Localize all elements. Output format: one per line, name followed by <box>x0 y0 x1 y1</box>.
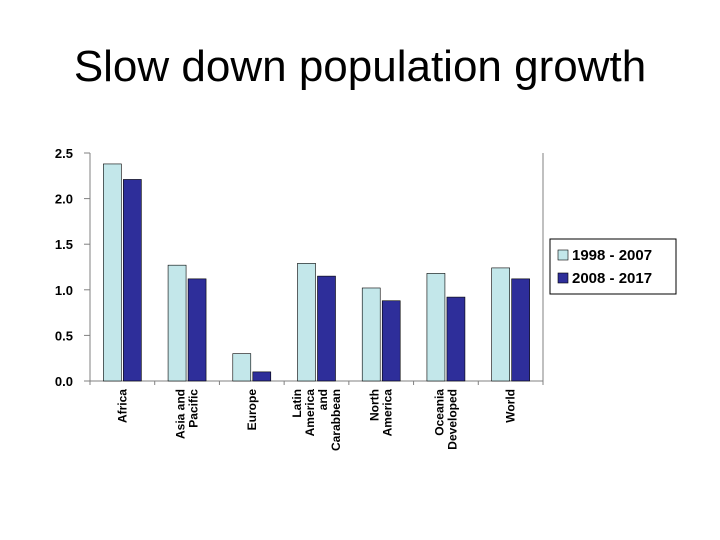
chart-bars <box>103 163 530 382</box>
legend-box <box>549 238 677 295</box>
x-category-label-line: America <box>381 389 395 437</box>
bar-series2 <box>123 179 142 382</box>
x-category-label-line: Pacific <box>187 389 201 428</box>
x-category-label-line: Carabbean <box>329 389 343 451</box>
y-tick-labels: 0.0 0.5 1.0 1.5 2.0 2.5 <box>55 146 73 389</box>
x-category-label-line: Oceania <box>432 389 446 436</box>
x-category-label: North America <box>368 389 395 437</box>
x-category-label: Africa <box>115 389 129 423</box>
bar-series1 <box>491 267 510 382</box>
bar-series1 <box>103 163 122 382</box>
x-category-label-line: World <box>504 389 518 423</box>
bar-series2 <box>317 275 336 382</box>
bar-series2 <box>381 300 401 382</box>
y-tick-label: 0.0 <box>55 374 73 389</box>
x-category-label-line: Europe <box>245 389 259 431</box>
bar-series1 <box>232 353 252 382</box>
page-title: Slow down population growth <box>73 42 647 91</box>
x-category-label-line: North <box>368 389 382 421</box>
x-category-label-line: Africa <box>115 389 129 423</box>
y-tick-label: 0.5 <box>55 328 73 343</box>
y-tick-label: 2.0 <box>55 192 73 207</box>
legend-label-2: 2008 - 2017 <box>572 270 652 287</box>
bar-series2 <box>187 278 207 382</box>
legend-swatch-1 <box>557 249 569 261</box>
bar-series1 <box>297 263 316 382</box>
x-category-label-line: America <box>303 389 317 437</box>
chart-axes <box>84 152 544 385</box>
y-tick-label: 1.5 <box>55 237 73 252</box>
y-tick-label: 2.5 <box>55 146 73 161</box>
x-tick-labels: Africa Asia and Pacific Europe Latin America a… <box>115 389 517 451</box>
x-category-label-line: Latin <box>290 389 304 418</box>
bar-series1 <box>426 273 446 382</box>
legend-swatch-2 <box>557 272 569 284</box>
x-category-label-line: and <box>316 389 330 410</box>
y-tick-label: 1.0 <box>55 283 73 298</box>
x-category-label: Asia and Pacific <box>174 389 201 439</box>
legend-label-1: 1998 - 2007 <box>572 247 652 264</box>
legend: 1998 - 2007 2008 - 2017 <box>549 238 677 295</box>
bar-series1 <box>167 264 187 382</box>
x-category-label-line: Asia and <box>174 389 188 439</box>
bar-series2 <box>446 296 466 382</box>
bar-series2 <box>252 371 272 382</box>
x-category-label: Europe <box>245 389 259 431</box>
bar-series1 <box>361 287 381 382</box>
x-category-label-line: Developed <box>445 389 459 450</box>
x-category-label: Oceania Developed <box>432 389 459 450</box>
x-category-label: Latin America and Carabbean <box>290 389 343 451</box>
bar-series2 <box>511 278 530 382</box>
x-category-label: World <box>504 389 518 423</box>
